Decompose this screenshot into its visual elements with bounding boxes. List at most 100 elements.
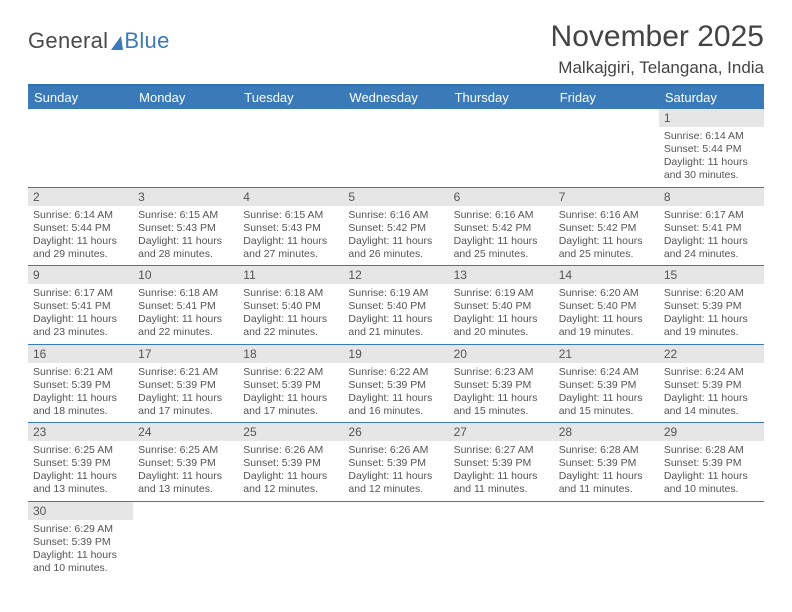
calendar-row: 30Sunrise: 6:29 AMSunset: 5:39 PMDayligh…: [28, 501, 764, 579]
month-title: November 2025: [551, 20, 764, 54]
calendar-cell: [343, 501, 448, 579]
calendar-row: 16Sunrise: 6:21 AMSunset: 5:39 PMDayligh…: [28, 344, 764, 423]
logo: General Blue: [28, 28, 170, 54]
calendar-cell: 23Sunrise: 6:25 AMSunset: 5:39 PMDayligh…: [28, 423, 133, 502]
day-details: Sunrise: 6:23 AMSunset: 5:39 PMDaylight:…: [449, 363, 554, 423]
calendar-cell: 10Sunrise: 6:18 AMSunset: 5:41 PMDayligh…: [133, 266, 238, 345]
day-number: 17: [133, 345, 238, 363]
weekday-header: Wednesday: [343, 86, 448, 109]
calendar-cell: [343, 109, 448, 187]
day-number: 15: [659, 266, 764, 284]
day-details: Sunrise: 6:24 AMSunset: 5:39 PMDaylight:…: [554, 363, 659, 423]
calendar-cell: [554, 109, 659, 187]
day-details: Sunrise: 6:28 AMSunset: 5:39 PMDaylight:…: [554, 441, 659, 501]
weekday-row: Sunday Monday Tuesday Wednesday Thursday…: [28, 86, 764, 109]
day-details: Sunrise: 6:27 AMSunset: 5:39 PMDaylight:…: [449, 441, 554, 501]
day-details: Sunrise: 6:25 AMSunset: 5:39 PMDaylight:…: [28, 441, 133, 501]
calendar-cell: 17Sunrise: 6:21 AMSunset: 5:39 PMDayligh…: [133, 344, 238, 423]
day-number: 14: [554, 266, 659, 284]
day-number: 2: [28, 188, 133, 206]
location: Malkajgiri, Telangana, India: [551, 58, 764, 78]
day-number: 20: [449, 345, 554, 363]
day-details: Sunrise: 6:19 AMSunset: 5:40 PMDaylight:…: [343, 284, 448, 344]
day-number: 7: [554, 188, 659, 206]
day-number: 3: [133, 188, 238, 206]
day-number: 25: [238, 423, 343, 441]
day-details: Sunrise: 6:17 AMSunset: 5:41 PMDaylight:…: [28, 284, 133, 344]
header: General Blue November 2025 Malkajgiri, T…: [28, 20, 764, 78]
calendar-cell: [133, 109, 238, 187]
day-details: Sunrise: 6:15 AMSunset: 5:43 PMDaylight:…: [238, 206, 343, 266]
calendar-cell: 19Sunrise: 6:22 AMSunset: 5:39 PMDayligh…: [343, 344, 448, 423]
calendar-row: 9Sunrise: 6:17 AMSunset: 5:41 PMDaylight…: [28, 266, 764, 345]
calendar-cell: 20Sunrise: 6:23 AMSunset: 5:39 PMDayligh…: [449, 344, 554, 423]
calendar-cell: [28, 109, 133, 187]
day-details: Sunrise: 6:20 AMSunset: 5:40 PMDaylight:…: [554, 284, 659, 344]
calendar-cell: [238, 501, 343, 579]
day-number: 29: [659, 423, 764, 441]
day-details: Sunrise: 6:16 AMSunset: 5:42 PMDaylight:…: [343, 206, 448, 266]
day-number: 18: [238, 345, 343, 363]
day-details: Sunrise: 6:14 AMSunset: 5:44 PMDaylight:…: [28, 206, 133, 266]
calendar-cell: 21Sunrise: 6:24 AMSunset: 5:39 PMDayligh…: [554, 344, 659, 423]
day-details: Sunrise: 6:26 AMSunset: 5:39 PMDaylight:…: [238, 441, 343, 501]
day-details: Sunrise: 6:14 AMSunset: 5:44 PMDaylight:…: [659, 127, 764, 187]
day-number: 11: [238, 266, 343, 284]
day-details: Sunrise: 6:21 AMSunset: 5:39 PMDaylight:…: [133, 363, 238, 423]
calendar-cell: 27Sunrise: 6:27 AMSunset: 5:39 PMDayligh…: [449, 423, 554, 502]
day-details: Sunrise: 6:22 AMSunset: 5:39 PMDaylight:…: [343, 363, 448, 423]
calendar-cell: 25Sunrise: 6:26 AMSunset: 5:39 PMDayligh…: [238, 423, 343, 502]
day-details: Sunrise: 6:29 AMSunset: 5:39 PMDaylight:…: [28, 520, 133, 580]
weekday-header: Monday: [133, 86, 238, 109]
calendar-row: 1Sunrise: 6:14 AMSunset: 5:44 PMDaylight…: [28, 109, 764, 187]
calendar-cell: 1Sunrise: 6:14 AMSunset: 5:44 PMDaylight…: [659, 109, 764, 187]
calendar-cell: 24Sunrise: 6:25 AMSunset: 5:39 PMDayligh…: [133, 423, 238, 502]
weekday-header: Sunday: [28, 86, 133, 109]
calendar-cell: 26Sunrise: 6:26 AMSunset: 5:39 PMDayligh…: [343, 423, 448, 502]
day-number: 16: [28, 345, 133, 363]
day-number: 10: [133, 266, 238, 284]
calendar-cell: [133, 501, 238, 579]
day-number: 4: [238, 188, 343, 206]
calendar-cell: 30Sunrise: 6:29 AMSunset: 5:39 PMDayligh…: [28, 501, 133, 579]
weekday-header: Thursday: [449, 86, 554, 109]
day-number: 9: [28, 266, 133, 284]
calendar-cell: 11Sunrise: 6:18 AMSunset: 5:40 PMDayligh…: [238, 266, 343, 345]
day-details: Sunrise: 6:16 AMSunset: 5:42 PMDaylight:…: [554, 206, 659, 266]
calendar-table: Sunday Monday Tuesday Wednesday Thursday…: [28, 86, 764, 579]
day-details: Sunrise: 6:20 AMSunset: 5:39 PMDaylight:…: [659, 284, 764, 344]
calendar-cell: 9Sunrise: 6:17 AMSunset: 5:41 PMDaylight…: [28, 266, 133, 345]
day-details: Sunrise: 6:28 AMSunset: 5:39 PMDaylight:…: [659, 441, 764, 501]
calendar-cell: 13Sunrise: 6:19 AMSunset: 5:40 PMDayligh…: [449, 266, 554, 345]
day-details: Sunrise: 6:19 AMSunset: 5:40 PMDaylight:…: [449, 284, 554, 344]
weekday-header: Tuesday: [238, 86, 343, 109]
day-number: 1: [659, 109, 764, 127]
logo-text-blue: Blue: [124, 28, 169, 54]
day-number: 6: [449, 188, 554, 206]
day-details: Sunrise: 6:17 AMSunset: 5:41 PMDaylight:…: [659, 206, 764, 266]
day-number: 30: [28, 502, 133, 520]
calendar-cell: [449, 501, 554, 579]
calendar-cell: [238, 109, 343, 187]
calendar-cell: 15Sunrise: 6:20 AMSunset: 5:39 PMDayligh…: [659, 266, 764, 345]
day-number: 22: [659, 345, 764, 363]
day-number: 28: [554, 423, 659, 441]
calendar-cell: 16Sunrise: 6:21 AMSunset: 5:39 PMDayligh…: [28, 344, 133, 423]
weekday-header: Friday: [554, 86, 659, 109]
day-details: Sunrise: 6:16 AMSunset: 5:42 PMDaylight:…: [449, 206, 554, 266]
calendar-cell: 3Sunrise: 6:15 AMSunset: 5:43 PMDaylight…: [133, 187, 238, 266]
calendar-cell: 4Sunrise: 6:15 AMSunset: 5:43 PMDaylight…: [238, 187, 343, 266]
day-number: 19: [343, 345, 448, 363]
day-number: 12: [343, 266, 448, 284]
calendar-row: 23Sunrise: 6:25 AMSunset: 5:39 PMDayligh…: [28, 423, 764, 502]
day-number: 5: [343, 188, 448, 206]
title-block: November 2025 Malkajgiri, Telangana, Ind…: [551, 20, 764, 78]
calendar-cell: [659, 501, 764, 579]
day-number: 8: [659, 188, 764, 206]
calendar-cell: [449, 109, 554, 187]
day-details: Sunrise: 6:25 AMSunset: 5:39 PMDaylight:…: [133, 441, 238, 501]
calendar-row: 2Sunrise: 6:14 AMSunset: 5:44 PMDaylight…: [28, 187, 764, 266]
calendar-cell: 12Sunrise: 6:19 AMSunset: 5:40 PMDayligh…: [343, 266, 448, 345]
day-details: Sunrise: 6:18 AMSunset: 5:41 PMDaylight:…: [133, 284, 238, 344]
day-number: 26: [343, 423, 448, 441]
